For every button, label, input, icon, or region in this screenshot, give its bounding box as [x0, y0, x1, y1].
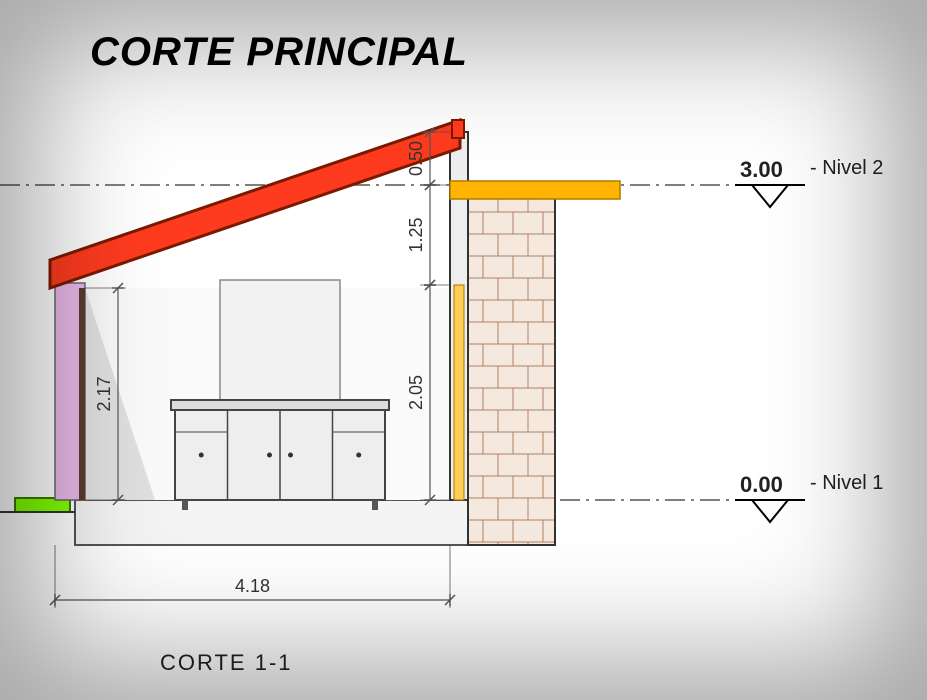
svg-text:2.17: 2.17	[94, 376, 114, 411]
level-2-name: - Nivel 2	[810, 157, 883, 180]
level-1-value: 0.00	[740, 472, 783, 498]
level-1-name: - Nivel 1	[810, 472, 883, 495]
section-id-label: CORTE 1-1	[160, 650, 293, 676]
drawing-title: CORTE PRINCIPAL	[90, 30, 468, 75]
svg-text:2.05: 2.05	[406, 375, 426, 410]
svg-text:0.50: 0.50	[406, 141, 426, 176]
section-drawing: 0.50 1.25 2.05 2.17 4.18	[0, 0, 927, 700]
svg-text:1.25: 1.25	[406, 217, 426, 252]
level-2-value: 3.00	[740, 157, 783, 183]
svg-text:4.18: 4.18	[235, 576, 270, 596]
